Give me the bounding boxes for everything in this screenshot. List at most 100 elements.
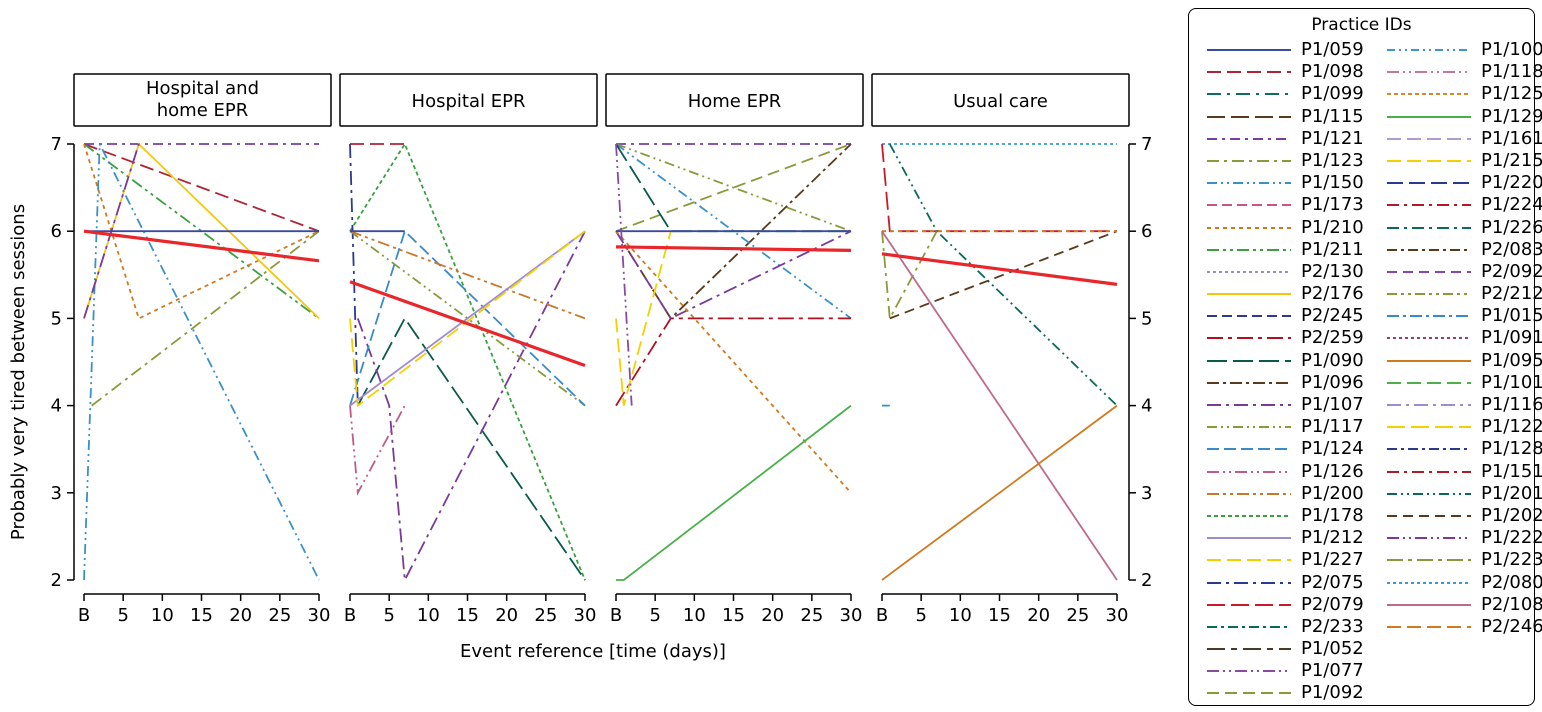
- x-tick-label: 10: [151, 605, 174, 626]
- legend-item: P1/118: [1385, 61, 1542, 83]
- legend-swatch: [1207, 448, 1291, 451]
- legend-label: P1/126: [1301, 460, 1364, 482]
- legend-label: P1/091: [1481, 327, 1542, 349]
- legend-item: P2/080: [1385, 572, 1542, 594]
- legend-item: P2/246: [1385, 616, 1542, 638]
- legend-item: P1/123: [1205, 150, 1375, 172]
- legend-swatch: [1207, 559, 1291, 562]
- legend-item: P1/096: [1205, 372, 1375, 394]
- legend-item: P1/125: [1385, 83, 1542, 105]
- legend-label: P1/201: [1481, 482, 1542, 504]
- legend-item: P1/107: [1205, 394, 1375, 416]
- legend-label: P1/200: [1301, 482, 1364, 504]
- legend-label: P1/178: [1301, 504, 1364, 526]
- trend-line: [881, 252, 1118, 286]
- series-line-P1-092: [615, 143, 852, 233]
- x-axis-title: Event reference [time (days)]: [460, 641, 726, 662]
- legend-label: P2/176: [1301, 283, 1364, 305]
- legend-label: P1/115: [1301, 105, 1364, 127]
- series-line-P1-150: [615, 143, 852, 320]
- panel-header-box: [605, 73, 864, 127]
- legend-label: P1/122: [1481, 416, 1542, 438]
- legend-swatch: [1207, 293, 1291, 296]
- legend-label: P1/226: [1481, 216, 1542, 238]
- legend-swatch: [1207, 426, 1291, 429]
- panel-4: Usual care B 5 10 15 20 25 30: [871, 73, 1130, 626]
- legend-item: P1/052: [1205, 638, 1375, 660]
- legend-item: P1/090: [1205, 350, 1375, 372]
- series-line-P1-178: [349, 142, 586, 581]
- y-tick-label-left: 6: [51, 221, 62, 242]
- legend-swatch: [1387, 426, 1471, 429]
- legend-label: P2/083: [1481, 238, 1542, 260]
- legend-item: P2/245: [1205, 305, 1375, 327]
- legend-swatch: [1207, 204, 1291, 207]
- legend-label: P1/212: [1301, 527, 1364, 549]
- legend-swatch: [1207, 159, 1291, 162]
- x-tick-label: 25: [534, 605, 557, 626]
- series-line-P1-123: [91, 230, 320, 407]
- legend-swatch: [1387, 581, 1471, 584]
- legend-swatch: [1207, 670, 1291, 673]
- legend-swatch: [1387, 448, 1471, 451]
- legend-swatch: [1387, 381, 1471, 384]
- legend-item: P1/224: [1385, 194, 1542, 216]
- legend-swatch: [1207, 248, 1291, 251]
- legend-item: P1/150: [1205, 172, 1375, 194]
- legend-label: P2/233: [1301, 615, 1364, 637]
- legend-label: P1/222: [1481, 527, 1542, 549]
- legend-label: P1/123: [1301, 149, 1364, 171]
- x-tick-label: B: [344, 605, 356, 626]
- legend-item: P2/212: [1385, 283, 1542, 305]
- legend-swatch: [1387, 337, 1471, 340]
- x-tick-label: 10: [683, 605, 706, 626]
- legend-item: P2/075: [1205, 572, 1375, 594]
- legend-label: P1/150: [1301, 172, 1364, 194]
- legend-swatch: [1387, 492, 1471, 495]
- panel-header-box: [339, 73, 598, 127]
- x-tick-label: 20: [761, 605, 784, 626]
- legend-item: P1/161: [1385, 128, 1542, 150]
- series-line-P1-227: [615, 230, 672, 406]
- legend-swatch: [1207, 537, 1291, 540]
- legend-item: P1/059: [1205, 39, 1375, 61]
- panel-title: Usual care: [953, 91, 1048, 112]
- legend-swatch: [1207, 337, 1291, 340]
- legend-item: P1/220: [1385, 172, 1542, 194]
- legend-swatch: [1207, 692, 1291, 695]
- legend-label: P2/245: [1301, 305, 1364, 327]
- legend-item: P1/100: [1385, 39, 1542, 61]
- panel-series-group: [349, 142, 586, 584]
- legend-label: P1/107: [1301, 394, 1364, 415]
- series-line-P1-107: [356, 230, 586, 584]
- legend-label: P1/128: [1481, 438, 1542, 460]
- x-tick-label: 25: [268, 605, 291, 626]
- series-line-P1-210: [615, 230, 852, 494]
- x-tick-label: 20: [495, 605, 518, 626]
- series-line-P1-117: [349, 230, 586, 407]
- series-line-P1-202: [889, 230, 1118, 320]
- legend-item: P2/130: [1205, 261, 1375, 283]
- legend-item: P1/227: [1205, 549, 1375, 571]
- panel-title: home EPR: [157, 100, 249, 121]
- legend-label: P1/125: [1481, 83, 1542, 105]
- x-tick-label: 25: [1066, 605, 1089, 626]
- panel-series-group: [615, 143, 852, 581]
- panel-2: Hospital EPR B 5 10 15 20 25 30: [339, 73, 598, 626]
- legend-item: P1/210: [1205, 217, 1375, 239]
- legend-column-2: P1/100 P1/118 P1/125 P1/129 P1/161 P1/215 P1/2…: [1385, 39, 1542, 638]
- legend-swatch: [1207, 625, 1291, 628]
- legend-label: P1/211: [1301, 238, 1364, 260]
- legend-swatch: [1387, 71, 1471, 74]
- legend-swatch: [1387, 93, 1471, 96]
- x-tick-label: 30: [574, 605, 597, 626]
- y-tick-label-right: 2: [1141, 570, 1152, 591]
- legend-item: P1/101: [1385, 372, 1542, 394]
- series-line-P2-075: [349, 143, 359, 406]
- x-tick-label: 30: [308, 605, 331, 626]
- legend-label: P1/121: [1301, 127, 1364, 149]
- legend-swatch: [1207, 93, 1291, 96]
- legend-label: P2/259: [1301, 327, 1364, 349]
- series-line-P2-108: [881, 230, 1118, 581]
